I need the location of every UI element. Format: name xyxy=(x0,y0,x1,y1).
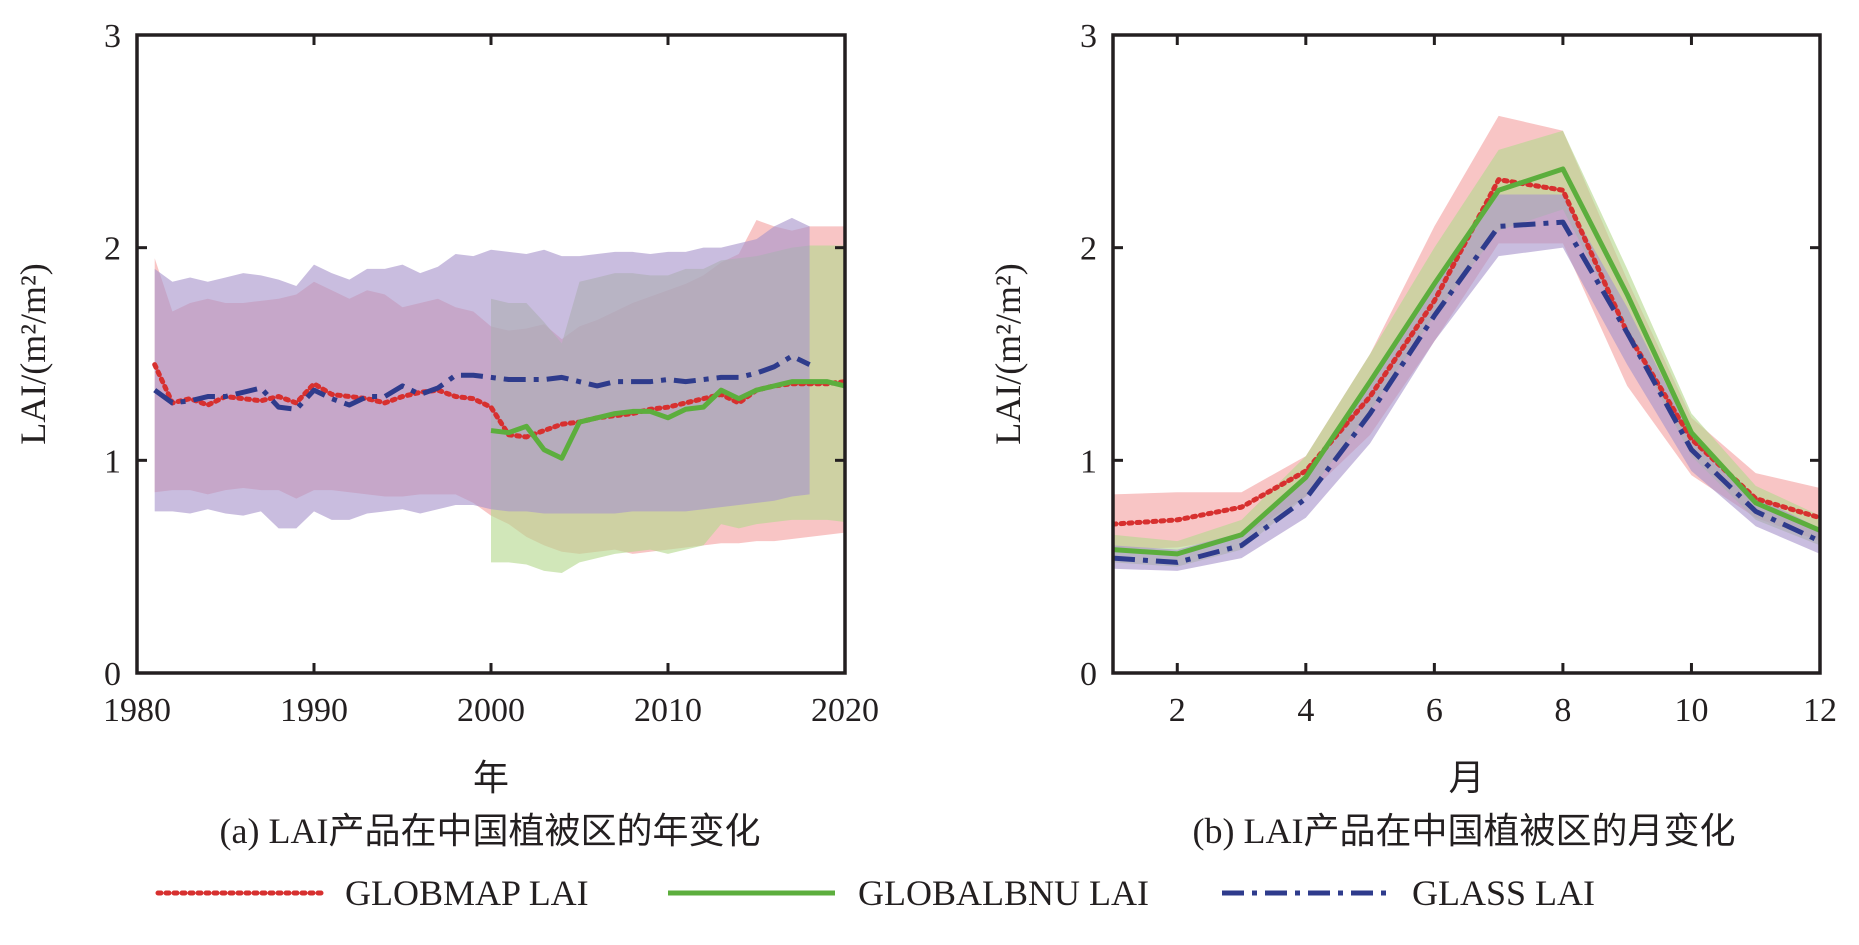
y-tick-label: 1 xyxy=(1080,443,1097,480)
legend-label-globalbnu-lai: GLOBALBNU LAI xyxy=(858,873,1149,913)
globmap-lai-line xyxy=(152,362,845,440)
legend-label-globmap-lai: GLOBMAP LAI xyxy=(345,873,589,913)
x-axis-label: 年 xyxy=(473,758,509,798)
caption-b: (b) LAI产品在中国植被区的月变化 xyxy=(1193,811,1736,851)
legend-label-glass-lai: GLASS LAI xyxy=(1412,873,1595,913)
y-tick-label: 2 xyxy=(104,231,121,268)
y-tick-label: 3 xyxy=(1080,18,1097,55)
caption-a: (a) LAI产品在中国植被区的年变化 xyxy=(220,811,761,851)
x-tick-label: 6 xyxy=(1426,692,1443,729)
x-tick-label: 2000 xyxy=(457,692,525,729)
globalbnu-lai-line xyxy=(490,379,845,461)
x-tick-label: 2020 xyxy=(811,692,879,729)
x-tick-label: 10 xyxy=(1674,692,1708,729)
x-tick-label: 4 xyxy=(1297,692,1314,729)
y-tick-label: 0 xyxy=(104,656,121,693)
x-tick-label: 8 xyxy=(1554,692,1571,729)
annual-lai-chart: 1980 1990 2000 2010 2020 0 1 2 3 年 LAI/(m²/m²) xyxy=(13,18,879,798)
y-axis-label: LAI/(m²/m²) xyxy=(13,263,53,445)
x-axis-label: 月 xyxy=(1448,758,1484,798)
x-tick-label: 2010 xyxy=(634,692,702,729)
x-tick-label: 1990 xyxy=(280,692,348,729)
x-tick-label: 12 xyxy=(1803,692,1837,729)
x-tick-label: 1980 xyxy=(103,692,171,729)
legend: GLOBMAP LAI GLOBALBNU LAI GLASS LAI xyxy=(155,873,1595,913)
globalbnu-lai-band xyxy=(1113,130,1820,567)
x-tick-label: 2 xyxy=(1169,692,1186,729)
glass-lai-line xyxy=(1113,219,1820,565)
y-axis-label: LAI/(m²/m²) xyxy=(988,263,1028,445)
y-tick-label: 2 xyxy=(1080,231,1097,268)
y-tick-label: 3 xyxy=(104,18,121,55)
glass-lai-line xyxy=(153,353,811,412)
globalbnu-lai-line xyxy=(1113,166,1820,557)
y-tick-label: 1 xyxy=(104,443,121,480)
plot-frame xyxy=(1111,33,1822,675)
y-tick-label: 0 xyxy=(1080,656,1097,693)
glass-lai-band xyxy=(154,217,810,529)
